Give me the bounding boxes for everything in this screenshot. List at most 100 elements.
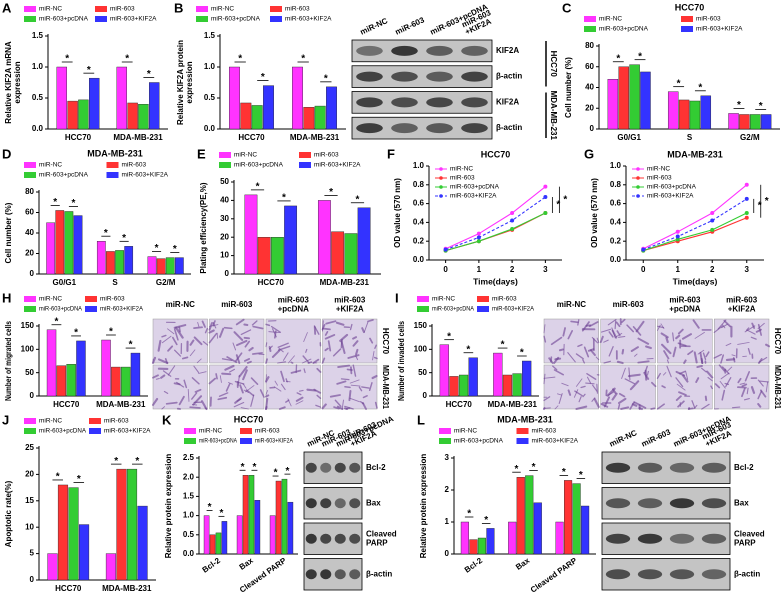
cell-stroke (725, 358, 736, 362)
bar (148, 82, 160, 130)
bar (111, 366, 121, 397)
y-axis-label: Number of migrated cells (4, 321, 13, 401)
significance-label: * (54, 316, 58, 327)
series-line (445, 186, 546, 250)
legend-swatch (184, 438, 196, 444)
cell-stroke (287, 398, 292, 407)
significance-label: * (274, 468, 278, 479)
row-label: MDA-MB-231 (381, 365, 390, 409)
cell-stroke (706, 370, 714, 379)
band-label: Bax (734, 498, 749, 507)
band-label: β-actin (366, 569, 392, 578)
cell-stroke (200, 400, 208, 411)
y-tick-label: 0 (590, 124, 595, 133)
blot-band (305, 569, 317, 580)
series-line (643, 198, 748, 251)
cell-stroke (720, 354, 725, 364)
micrograph (322, 318, 378, 364)
series-marker (744, 215, 749, 220)
cell-stroke (554, 357, 562, 361)
cell-stroke (567, 352, 576, 363)
blot-strip (351, 91, 493, 114)
cell-stroke (219, 327, 225, 338)
bar (477, 537, 486, 555)
bar (750, 114, 761, 130)
series-marker (476, 239, 481, 244)
panel-label: J (2, 412, 9, 427)
legend-label: miR-603+KIF2A (450, 193, 497, 200)
cell-stroke (352, 340, 359, 347)
significance-label: * (219, 508, 223, 519)
bar (572, 483, 581, 555)
series-marker (543, 211, 548, 215)
cell-stroke (757, 323, 762, 336)
cell-stroke (157, 358, 169, 365)
bar (512, 373, 522, 397)
bar (130, 352, 141, 397)
significance-label: * (208, 502, 212, 513)
cell-stroke (245, 389, 255, 397)
cell-stroke (316, 367, 322, 373)
legend-swatch (24, 172, 36, 178)
panel-label: K (162, 412, 172, 427)
cell-stroke (189, 349, 196, 357)
legend-label: miR-603 (696, 16, 721, 23)
series-marker (510, 218, 515, 223)
y-axis-label: Relative protein expression (164, 454, 173, 559)
blot-band (305, 533, 317, 544)
cell-stroke (250, 377, 259, 385)
significance-label: * (515, 464, 519, 475)
panel-label: A (2, 0, 12, 15)
blot-band (637, 569, 663, 580)
legend-label: miR-603+KIF2A (100, 306, 144, 313)
x-tick-label: MDA-MB-231 (102, 584, 152, 593)
significance-label: * (765, 196, 769, 207)
bar (564, 480, 573, 555)
cell-stroke (202, 341, 209, 346)
y-tick-label: 1 (445, 517, 450, 526)
column-label: miR-603 (221, 300, 253, 309)
cell-stroke (155, 378, 160, 380)
legend-label: miR-603+pcDNA (211, 16, 261, 23)
legend-swatch (417, 306, 429, 312)
cell-stroke (694, 331, 705, 339)
band-label: β-actin (496, 72, 522, 81)
blot-band (637, 498, 663, 509)
cell-stroke (346, 368, 353, 371)
cell-stroke (187, 389, 190, 402)
bar (326, 86, 337, 130)
cell-stroke (714, 383, 721, 389)
series-marker (675, 229, 680, 234)
legend-swatch (439, 428, 451, 434)
cell-stroke (543, 324, 546, 334)
cell-stroke (585, 382, 595, 385)
cell-stroke (575, 405, 588, 411)
y-tick-label: 0 (30, 391, 35, 400)
band-label: Cleaved (366, 529, 397, 538)
legend-label: miR-603 (450, 175, 475, 182)
legend-swatch (270, 16, 282, 22)
series-line (445, 212, 546, 252)
cell-stroke (172, 336, 178, 346)
bar (269, 515, 276, 555)
band-label: β-actin (496, 123, 522, 132)
cell-stroke (367, 319, 374, 323)
cell-stroke (373, 356, 378, 360)
cell-stroke (344, 386, 351, 389)
blot-band (391, 71, 418, 82)
cell-stroke (233, 402, 245, 408)
cell-stroke (374, 401, 378, 409)
blot-band (320, 569, 332, 580)
bar (78, 524, 90, 581)
lane-label: miR-603 (640, 427, 673, 449)
legend-swatch (24, 6, 36, 12)
legend-label: miR-603 (110, 6, 135, 13)
cell-stroke (223, 326, 233, 330)
cell-stroke (198, 371, 207, 374)
bar (760, 114, 772, 130)
cell-stroke (721, 323, 728, 329)
bar (56, 365, 67, 397)
cell-stroke (340, 340, 346, 354)
y-tick-label: 1.0 (413, 161, 425, 170)
legend-swatch (681, 26, 693, 32)
